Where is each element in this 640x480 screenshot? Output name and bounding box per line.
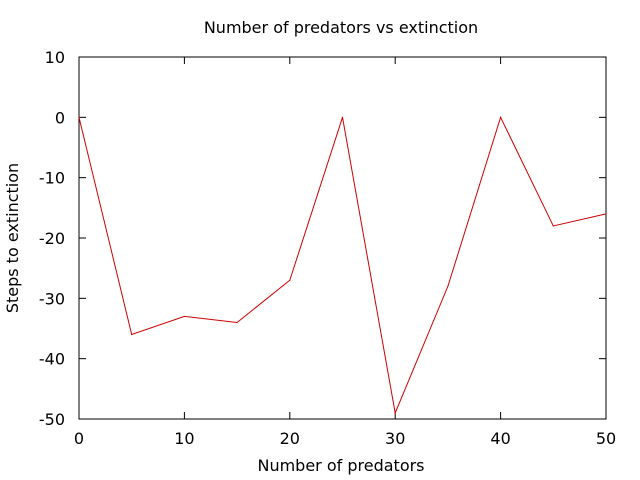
data-point: [394, 412, 396, 414]
plot-frame: [78, 56, 607, 420]
axis-ticks: 0 10 20 30 40 50 -50 -40 -30 -20 -10 0 10: [39, 48, 616, 448]
series-layer: [78, 115, 607, 415]
data-point: [131, 333, 133, 336]
y-tick-label: -10: [39, 169, 65, 188]
y-tick-label: -20: [39, 229, 65, 248]
data-point: [605, 213, 607, 215]
x-tick-label: 10: [174, 429, 194, 448]
chart-title: Number of predators vs extinction: [204, 18, 478, 37]
series-line: [78, 115, 607, 415]
y-tick-label: 10: [45, 48, 65, 67]
data-point: [341, 116, 344, 118]
data-point: [447, 285, 449, 287]
x-tick-label: 20: [280, 429, 300, 448]
data-point: [78, 116, 80, 118]
y-tick-label: -40: [39, 350, 65, 369]
data-point: [289, 279, 291, 281]
x-tick-label: 50: [596, 429, 616, 448]
y-tick-label: -30: [39, 289, 65, 308]
data-point: [500, 116, 502, 118]
x-tick-label: 0: [74, 429, 84, 448]
y-axis-label: Steps to extinction: [3, 163, 22, 313]
y-tick-label: -50: [39, 410, 65, 429]
x-tick-label: 40: [490, 429, 510, 448]
data-point: [183, 315, 185, 318]
x-tick-label: 30: [385, 429, 405, 448]
data-point: [552, 225, 554, 227]
data-point: [236, 321, 238, 324]
x-axis-label: Number of predators: [257, 456, 424, 475]
y-tick-label: 0: [55, 108, 65, 127]
